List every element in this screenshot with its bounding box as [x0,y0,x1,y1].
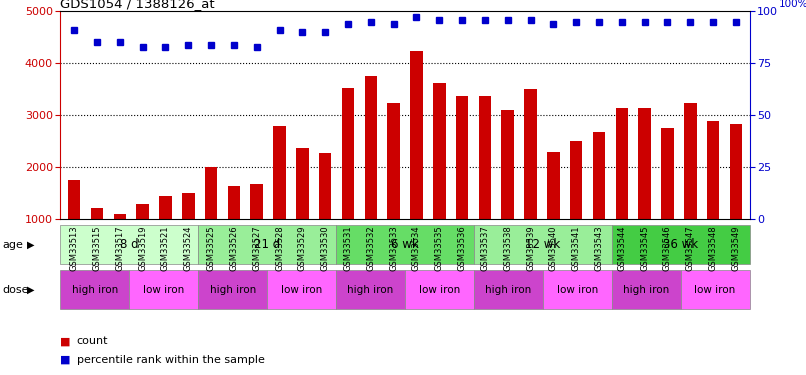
Bar [182,194,194,272]
Text: high iron: high iron [210,285,256,295]
Text: high iron: high iron [623,285,669,295]
Bar [455,96,468,272]
Bar [592,132,605,272]
Text: GDS1054 / 1388126_at: GDS1054 / 1388126_at [60,0,215,10]
Text: 36 wk: 36 wk [663,238,698,251]
Bar [570,141,583,272]
Bar [524,89,537,272]
Bar [336,270,405,309]
Text: low iron: low iron [143,285,185,295]
Bar [319,153,331,272]
Bar [612,270,680,309]
Text: low iron: low iron [695,285,736,295]
Text: low iron: low iron [557,285,598,295]
Bar [364,76,377,272]
Bar [474,225,612,264]
Bar [129,270,198,309]
Bar [205,167,218,272]
Text: 21 d: 21 d [254,238,280,251]
Bar [114,214,126,272]
Bar [336,225,474,264]
Bar [684,104,696,272]
Text: high iron: high iron [485,285,531,295]
Bar [60,225,198,264]
Bar [405,270,474,309]
Bar [68,180,81,272]
Bar [251,184,263,272]
Text: ■: ■ [60,336,71,346]
Text: 12 wk: 12 wk [526,238,560,251]
Bar [159,196,172,272]
Text: high iron: high iron [347,285,393,295]
Bar [542,270,612,309]
Text: count: count [77,336,108,346]
Bar [91,208,103,272]
Bar [547,152,559,272]
Bar [60,270,129,309]
Bar [479,96,491,272]
Bar [227,186,240,272]
Bar [616,108,628,272]
Bar [680,270,750,309]
Bar [342,88,355,272]
Bar [729,124,742,272]
Bar [136,204,149,272]
Text: age: age [2,240,23,250]
Text: dose: dose [2,285,29,295]
Text: ■: ■ [60,355,71,365]
Bar [661,128,674,272]
Bar [474,270,542,309]
Text: ▶: ▶ [27,285,34,295]
Bar [433,83,446,272]
Text: ▶: ▶ [27,240,34,250]
Text: percentile rank within the sample: percentile rank within the sample [77,355,264,365]
Bar [410,51,422,272]
Text: high iron: high iron [72,285,118,295]
Bar [501,110,514,272]
Text: 6 wk: 6 wk [391,238,419,251]
Text: low iron: low iron [419,285,460,295]
Bar [267,270,336,309]
Bar [296,148,309,272]
Bar [198,225,336,264]
Bar [612,225,750,264]
Bar [707,121,719,272]
Bar [638,108,651,272]
Bar [273,126,286,272]
Bar [388,104,400,272]
Text: 100%: 100% [779,0,806,9]
Bar [198,270,267,309]
Text: low iron: low iron [281,285,322,295]
Text: 8 d: 8 d [120,238,139,251]
